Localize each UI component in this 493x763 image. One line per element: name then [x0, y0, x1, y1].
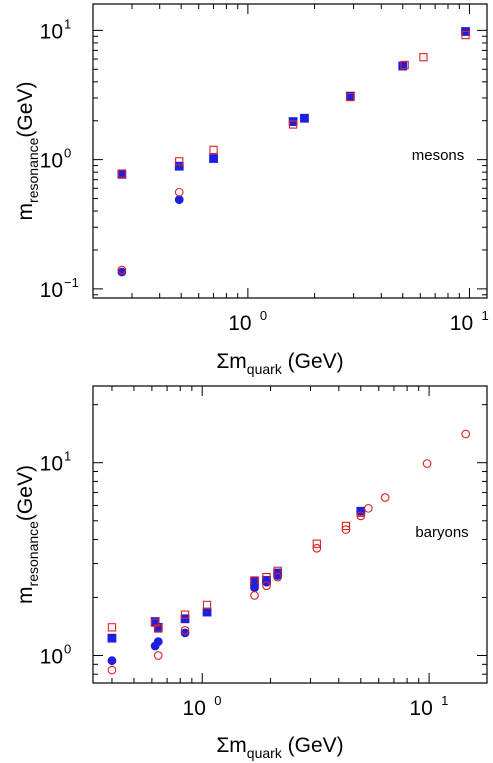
plot-frame — [92, 385, 488, 684]
data-point-filled-square — [180, 614, 190, 624]
data-point-open-square — [154, 624, 163, 633]
data-point-open-square — [175, 157, 184, 166]
x-tick-label: 10 — [450, 312, 473, 335]
data-point-open-square — [341, 521, 351, 531]
data-point-open-circle — [250, 591, 259, 600]
data-point-open-square — [288, 120, 298, 129]
data-point-filled-square — [300, 113, 309, 123]
data-point-open-square — [180, 610, 190, 619]
panel-label: baryons — [415, 524, 468, 541]
data-point-filled-circle — [153, 637, 163, 647]
data-point-filled-square — [107, 633, 117, 643]
data-point-open-square — [400, 60, 409, 70]
data-point-filled-circle — [250, 583, 259, 593]
data-point-filled-circle — [174, 195, 184, 205]
data-point-open-circle — [180, 626, 190, 635]
y-tick-label-exponent: 1 — [64, 449, 71, 464]
x-tick-label-exponent: 1 — [481, 308, 488, 323]
data-point-open-circle — [153, 651, 163, 660]
data-point-filled-circle — [273, 571, 283, 580]
data-point-open-square — [117, 169, 127, 178]
x-axis-title: Σmquark (GeV) — [216, 734, 343, 761]
data-point-filled-circle — [107, 656, 117, 666]
x-tick-label: 10 — [409, 697, 432, 720]
x-tick-label-exponent: 1 — [441, 693, 448, 708]
data-point-open-square — [209, 145, 218, 155]
x-tick-label: 10 — [228, 312, 251, 335]
data-point-open-circle — [312, 543, 322, 553]
y-tick-label: 10 — [40, 20, 63, 43]
data-point-open-circle — [262, 581, 271, 591]
data-point-open-circle — [380, 493, 390, 502]
data-point-filled-square — [174, 161, 184, 171]
data-point-filled-circle — [117, 267, 127, 277]
data-point-open-square — [461, 30, 470, 40]
y-tick-label-exponent: 0 — [64, 641, 71, 656]
data-point-open-square — [202, 600, 212, 610]
data-point-open-square — [419, 53, 428, 62]
y-tick-label: 10 — [40, 279, 63, 302]
y-tick-label: 10 — [40, 453, 63, 476]
data-point-filled-circle — [356, 506, 366, 516]
y-tick-label: 10 — [40, 645, 63, 668]
data-point-filled-square — [202, 607, 212, 617]
x-tick-label: 10 — [183, 697, 206, 720]
y-axis-title: mresonance(GeV) — [14, 82, 41, 221]
data-point-open-circle — [117, 265, 127, 275]
data-point-filled-square — [398, 61, 408, 71]
data-point-open-square — [107, 623, 117, 632]
x-axis-title: Σmquark (GeV) — [216, 350, 343, 377]
data-point-open-circle — [422, 459, 432, 468]
y-tick-label-exponent: 0 — [64, 146, 71, 161]
y-tick-label: 10 — [40, 150, 63, 173]
y-tick-label-exponent: −1 — [64, 275, 79, 290]
data-point-open-square — [312, 539, 321, 548]
data-point-open-circle — [174, 187, 184, 197]
x-tick-label-exponent: 0 — [214, 693, 221, 708]
x-tick-label-exponent: 0 — [260, 308, 267, 323]
data-point-open-circle — [356, 511, 366, 521]
data-point-filled-square — [209, 154, 218, 163]
data-point-open-circle — [341, 525, 351, 534]
data-point-filled-circle — [180, 628, 190, 638]
panel-label: mesons — [412, 147, 465, 164]
y-axis-title: mresonance(GeV) — [14, 465, 41, 604]
data-point-open-circle — [461, 429, 471, 439]
y-tick-label-exponent: 1 — [64, 16, 71, 31]
data-point-filled-square — [288, 117, 298, 126]
data-point-open-circle — [364, 503, 373, 513]
data-point-open-circle — [107, 665, 117, 675]
data-point-open-square — [346, 92, 355, 102]
plot-frame — [92, 3, 488, 299]
data-point-open-circle — [273, 572, 282, 582]
